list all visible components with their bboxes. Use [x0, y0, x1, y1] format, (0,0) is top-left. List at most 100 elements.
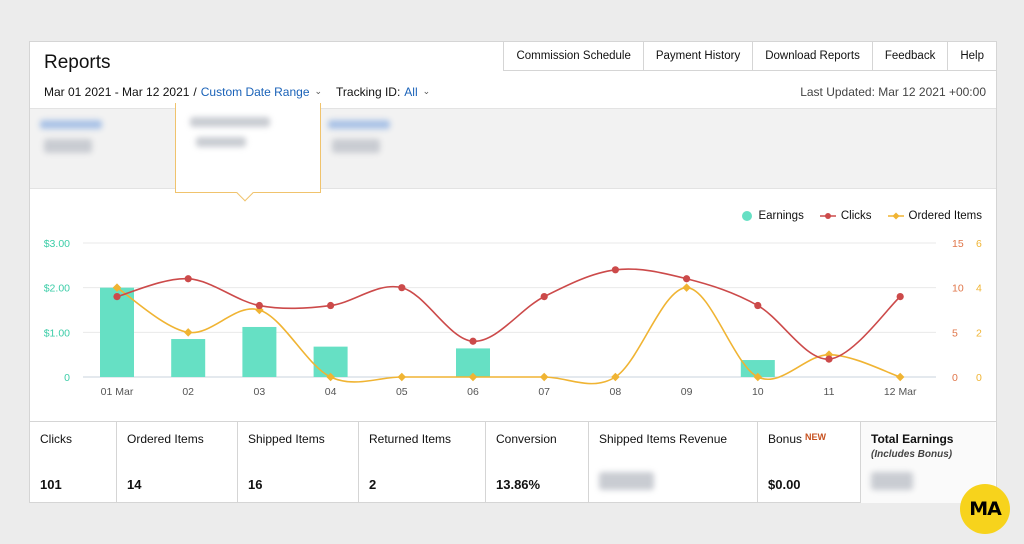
- blurred-summary: [44, 139, 92, 153]
- last-updated-text: Last Updated: Mar 12 2021 +00:00: [800, 85, 986, 99]
- y-right-inner-tick-label: 6: [976, 238, 982, 250]
- x-tick-label: 01 Mar: [101, 386, 134, 398]
- blurred-tooltip-text: [190, 117, 270, 127]
- y-right-outer-tick-label: 10: [952, 283, 964, 295]
- chevron-down-icon[interactable]: ⌄: [422, 85, 431, 96]
- clicks-point: [184, 275, 192, 283]
- x-tick-label: 07: [538, 386, 550, 398]
- metric-label: Shipped Items: [248, 432, 325, 446]
- ordered-items-point: [539, 372, 549, 382]
- legend-ordered-items[interactable]: Ordered Items: [887, 210, 983, 222]
- blurred-value: [871, 472, 913, 490]
- y-right-outer-tick-label: 15: [952, 238, 964, 250]
- clicks-point: [469, 337, 477, 345]
- top-nav: Commission Schedule Payment History Down…: [503, 41, 997, 71]
- metric-returned-items: Returned Items 2: [359, 422, 486, 503]
- metric-bonus: Bonus NEW $0.00: [758, 422, 861, 503]
- date-separator: /: [193, 85, 197, 99]
- x-tick-label: 04: [325, 386, 337, 398]
- line-diamond-icon: [887, 212, 904, 220]
- clicks-point: [825, 355, 833, 363]
- ordered-items-point: [895, 372, 905, 382]
- metric-label: Clicks: [40, 432, 72, 446]
- reports-card: Reports Commission Schedule Payment Hist…: [29, 41, 997, 503]
- ordered-items-point: [753, 372, 763, 382]
- chart-legend: Earnings Clicks Ordered Items: [725, 210, 982, 222]
- metric-value: 101: [40, 477, 62, 492]
- feedback-button[interactable]: Feedback: [872, 41, 949, 71]
- metric-ordered-items: Ordered Items 14: [117, 422, 238, 503]
- circle-icon: [742, 211, 753, 221]
- ordered-items-line: [116, 286, 901, 385]
- clicks-point: [611, 266, 620, 274]
- help-button[interactable]: Help: [948, 41, 997, 71]
- new-badge: NEW: [805, 432, 827, 442]
- clicks-point: [540, 293, 548, 301]
- metrics-row: Clicks 101 Ordered Items 14 Shipped Item…: [30, 421, 996, 503]
- x-tick-label: 09: [681, 386, 693, 398]
- legend-ordered-label: Ordered Items: [908, 210, 983, 222]
- ordered-items-point: [611, 372, 620, 382]
- y-right-outer-tick-label: 0: [952, 372, 958, 384]
- tracking-id-dropdown[interactable]: All: [404, 85, 418, 99]
- y-right-outer-tick-label: 5: [952, 327, 958, 339]
- legend-earnings-label: Earnings: [758, 210, 804, 222]
- x-tick-label: 10: [752, 386, 764, 398]
- legend-clicks[interactable]: Clicks: [819, 210, 872, 222]
- ordered-items-point: [326, 372, 335, 382]
- metric-value: 16: [248, 477, 263, 492]
- download-reports-button[interactable]: Download Reports: [753, 41, 873, 71]
- chevron-down-icon[interactable]: ⌄: [314, 85, 323, 96]
- line-marker-icon: [819, 213, 836, 219]
- metric-shipped-items: Shipped Items 16: [238, 422, 359, 503]
- y-left-tick-label: $2.00: [44, 283, 70, 295]
- clicks-point: [255, 301, 263, 310]
- y-right-inner-tick-label: 2: [976, 327, 982, 339]
- clicks-point: [113, 293, 121, 301]
- ordered-items-point: [468, 372, 478, 382]
- earnings-bar: [100, 287, 134, 377]
- x-tick-label: 02: [182, 386, 194, 398]
- bonus-label: Bonus: [768, 432, 803, 446]
- clicks-point: [398, 284, 406, 292]
- y-left-tick-label: $3.00: [44, 238, 70, 250]
- payment-history-button[interactable]: Payment History: [643, 41, 754, 71]
- y-left-tick-label: 0: [64, 372, 70, 384]
- earnings-bar: [740, 360, 775, 377]
- filter-row: Mar 01 2021 - Mar 12 2021 / Custom Date …: [44, 85, 434, 99]
- metric-value: $0.00: [768, 477, 801, 492]
- legend-earnings[interactable]: Earnings: [741, 210, 804, 222]
- y-right-inner-tick-label: 4: [976, 283, 982, 295]
- metric-label: Total Earnings: [871, 432, 954, 446]
- metric-sublabel: (Includes Bonus): [871, 449, 953, 460]
- earnings-chart: 0 0 0 $1.00 5 2 $2.00 10 4 $3.00 15 6 01 Mar 02 03 04 05…: [44, 238, 982, 398]
- earnings-bar: [242, 326, 277, 377]
- x-tick-label: 06: [467, 386, 479, 398]
- blurred-summary: [328, 120, 390, 129]
- y-right-inner-tick-label: 0: [976, 372, 982, 384]
- x-tick-label: 05: [396, 386, 408, 398]
- metric-label: Returned Items: [369, 432, 452, 446]
- ordered-items-point: [682, 283, 691, 292]
- commission-schedule-button[interactable]: Commission Schedule: [503, 41, 644, 71]
- ordered-items-point: [183, 328, 193, 337]
- metric-label: Shipped Items Revenue: [599, 432, 728, 446]
- clicks-point: [683, 275, 691, 283]
- y-left-tick-label: $1.00: [44, 327, 70, 339]
- ordered-items-point: [397, 372, 407, 382]
- metric-label: Bonus NEW: [768, 432, 860, 446]
- custom-date-range-link[interactable]: Custom Date Range: [200, 85, 310, 99]
- blurred-summary: [40, 120, 102, 129]
- metric-value: 13.86%: [496, 477, 541, 492]
- earnings-bar: [313, 346, 348, 377]
- ma-logo: MA: [960, 484, 1010, 534]
- legend-clicks-label: Clicks: [840, 210, 872, 222]
- metric-label: Conversion: [496, 432, 557, 446]
- x-tick-label: 11: [824, 386, 835, 398]
- chart-tooltip: [175, 103, 321, 202]
- clicks-point: [754, 301, 762, 310]
- metric-label: Ordered Items: [127, 432, 204, 446]
- earnings-bar: [171, 339, 206, 377]
- date-range-text: Mar 01 2021 - Mar 12 2021: [44, 85, 190, 99]
- metric-value: 2: [369, 477, 377, 492]
